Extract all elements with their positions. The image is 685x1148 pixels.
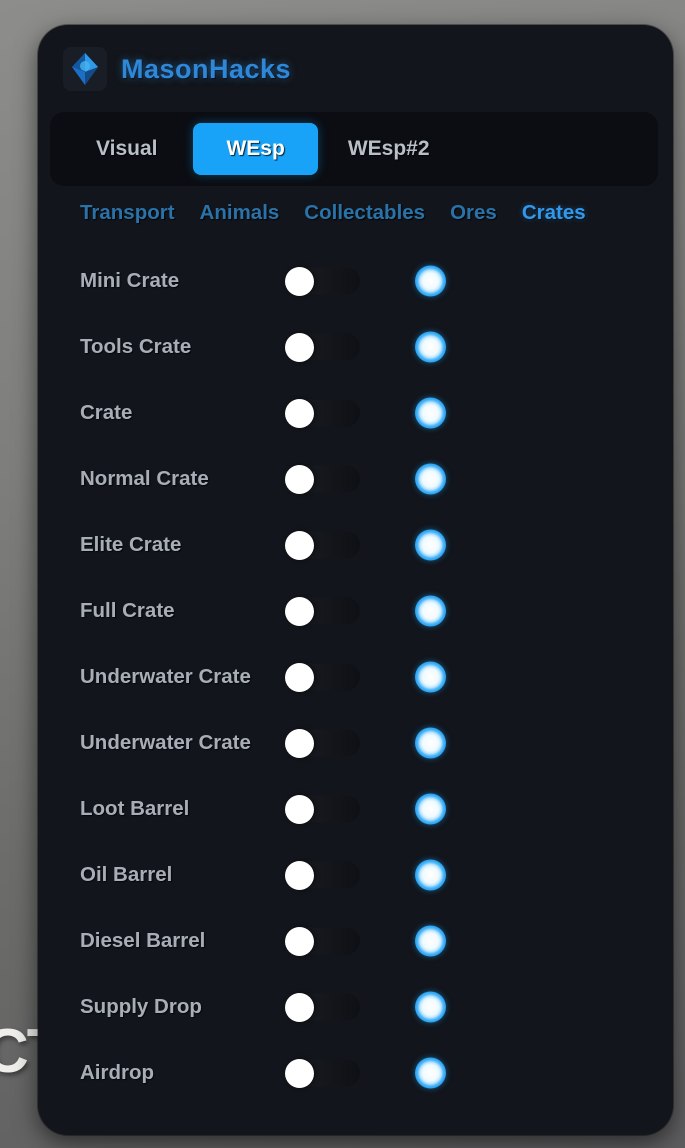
app-title: MasonHacks [121,53,292,84]
toggle-switch[interactable] [285,596,360,626]
list-item: Underwater Crate [38,644,673,710]
gem-icon [68,51,102,87]
color-picker[interactable] [415,331,446,363]
item-label: Underwater Crate [80,665,251,688]
color-picker[interactable] [415,529,446,561]
color-picker[interactable] [415,397,446,429]
toggle-switch[interactable] [285,794,360,824]
subtab-transport[interactable]: Transport [80,201,175,224]
item-label: Full Crate [80,599,175,622]
subtab-ores[interactable]: Ores [450,201,497,224]
tab-wesp2[interactable]: WEsp#2 [347,137,430,160]
subtab-collectables[interactable]: Collectables [304,201,426,224]
toggle-switch[interactable] [285,926,360,956]
toggle-switch[interactable] [285,860,360,890]
toggle-knob [285,464,314,494]
color-picker[interactable] [415,463,446,495]
app-logo [63,47,107,91]
list-item: Supply Drop [38,974,673,1040]
toggle-switch[interactable] [285,266,360,296]
toggle-knob [285,728,314,758]
list-item: Elite Crate [38,512,673,578]
item-label: Airdrop [80,1061,155,1084]
toggle-knob [285,530,314,560]
list-item: Underwater Crate [38,710,673,776]
color-picker[interactable] [415,727,446,759]
toggle-knob [285,266,314,296]
tab-wesp[interactable]: WEsp [193,123,318,175]
item-label: Crate [80,401,133,424]
list-item: Airdrop [38,1040,673,1106]
toggle-knob [285,860,314,890]
list-item: Full Crate [38,578,673,644]
color-picker[interactable] [415,265,446,297]
color-picker[interactable] [415,595,446,627]
list-item: Crate [38,380,673,446]
item-label: Underwater Crate [80,731,251,754]
toggle-switch[interactable] [285,398,360,428]
esp-item-list: Mini Crate Tools Crate Crate Normal Crat… [38,248,673,1106]
toggle-knob [285,794,314,824]
list-item: Tools Crate [38,314,673,380]
subtab-crates[interactable]: Crates [521,201,586,224]
toggle-knob [285,662,314,692]
item-label: Elite Crate [80,533,182,556]
color-picker[interactable] [415,925,446,957]
list-item: Diesel Barrel [38,908,673,974]
color-picker[interactable] [415,859,446,891]
color-picker[interactable] [415,1057,446,1089]
toggle-knob [285,992,314,1022]
item-label: Diesel Barrel [80,929,206,952]
subtab-animals[interactable]: Animals [199,201,280,224]
toggle-knob [285,398,314,428]
tab-visual[interactable]: Visual [96,137,158,160]
toggle-knob [285,1058,314,1088]
toggle-switch[interactable] [285,662,360,692]
main-tab-bar: Visual WEsp WEsp#2 [50,112,658,186]
masonhacks-window: MasonHacks Visual WEsp WEsp#2 Transport … [38,25,673,1135]
item-label: Loot Barrel [80,797,190,820]
item-label: Tools Crate [80,335,192,358]
color-picker[interactable] [415,661,446,693]
toggle-switch[interactable] [285,992,360,1022]
color-picker[interactable] [415,991,446,1023]
list-item: Mini Crate [38,248,673,314]
toggle-knob [285,926,314,956]
item-label: Normal Crate [80,467,209,490]
toggle-switch[interactable] [285,1058,360,1088]
color-picker[interactable] [415,793,446,825]
toggle-knob [285,332,314,362]
toggle-switch[interactable] [285,530,360,560]
list-item: Loot Barrel [38,776,673,842]
toggle-switch[interactable] [285,332,360,362]
list-item: Oil Barrel [38,842,673,908]
item-label: Oil Barrel [80,863,173,886]
item-label: Mini Crate [80,269,180,292]
list-item: Normal Crate [38,446,673,512]
toggle-switch[interactable] [285,464,360,494]
toggle-knob [285,596,314,626]
toggle-switch[interactable] [285,728,360,758]
item-label: Supply Drop [80,995,202,1018]
window-header: MasonHacks [63,47,291,91]
category-tabs: Transport Animals Collectables Ores Crat… [80,201,586,225]
